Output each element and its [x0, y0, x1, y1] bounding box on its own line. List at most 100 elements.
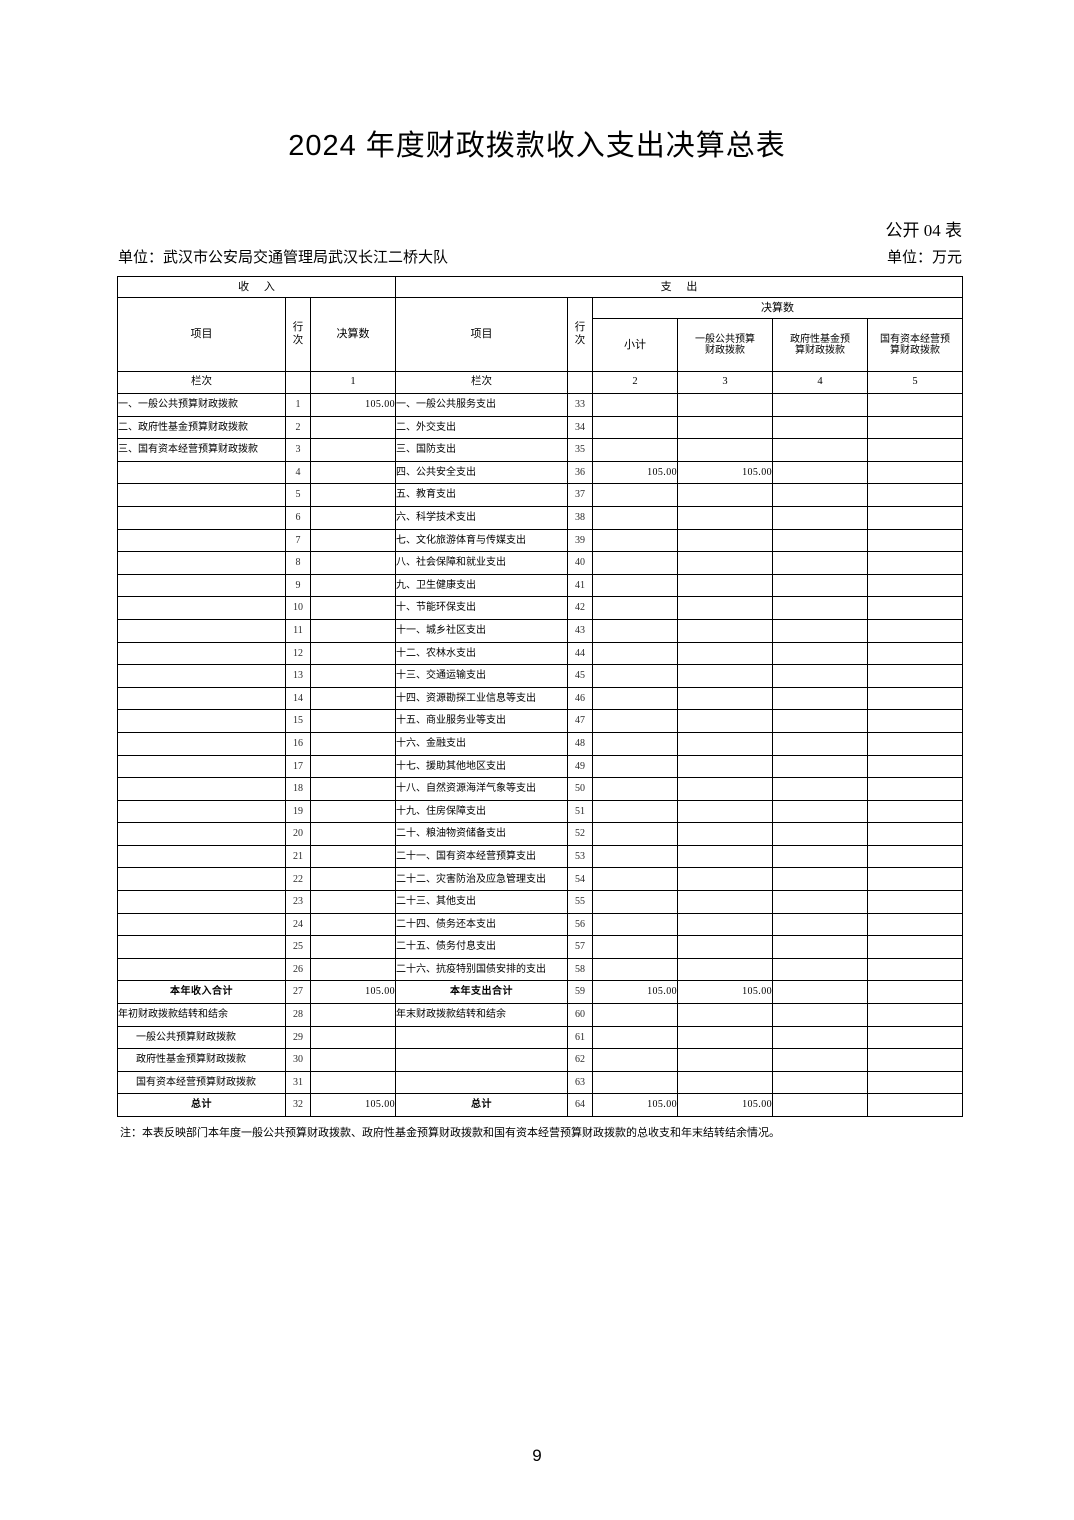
row-exp-state-capital: [867, 686, 964, 711]
table-row: 16 十六、金融支出 48: [117, 731, 964, 756]
row-income-item: [117, 822, 286, 846]
row-exp-number: 62: [567, 1048, 594, 1072]
row-exp-item: 十五、商业服务业等支出: [395, 709, 569, 733]
row-income-item: [117, 460, 286, 485]
header-exp-general-public: 一般公共预算 财政拨款: [677, 318, 774, 372]
row-income-amount: [309, 415, 397, 440]
row-income-amount: 105.00: [309, 393, 397, 417]
row-exp-general-public: [677, 438, 774, 462]
row-income-number: 20: [285, 822, 311, 846]
row-exp-number: 33: [567, 393, 594, 417]
row-exp-gov-fund: [772, 731, 869, 756]
row-exp-state-capital: [867, 799, 964, 824]
row-exp-number: 49: [567, 754, 594, 779]
section-band-row: 收 入 支 出: [116, 276, 964, 298]
row-exp-general-public: [677, 664, 774, 688]
row-exp-subtotal: [592, 867, 679, 892]
row-exp-item: 六、科学技术支出: [395, 505, 569, 530]
row-exp-subtotal: [592, 1025, 679, 1050]
row-exp-state-capital: [867, 912, 964, 937]
row-exp-number: 46: [567, 686, 594, 711]
column-index-exp-subtotal: 2: [592, 371, 679, 394]
row-exp-number: 59: [567, 980, 594, 1005]
table-row: 20 二十、粮油物资储备支出 52: [117, 822, 964, 846]
row-income-number: 16: [285, 731, 311, 756]
row-exp-item: 十三、交通运输支出: [395, 664, 569, 688]
row-exp-subtotal: 105.00: [592, 1093, 679, 1117]
row-income-number: 21: [285, 844, 311, 869]
row-exp-subtotal: [592, 822, 679, 846]
row-exp-gov-fund: [772, 1070, 869, 1095]
table-row: 18 十八、自然资源海洋气象等支出 50: [117, 777, 964, 801]
row-income-item: [117, 641, 286, 666]
row-exp-number: 48: [567, 731, 594, 756]
row-income-number: 26: [285, 957, 311, 982]
row-income-amount: [309, 935, 397, 959]
row-exp-gov-fund: [772, 641, 869, 666]
row-exp-general-public: [677, 731, 774, 756]
row-exp-state-capital: [867, 460, 964, 485]
row-exp-number: 64: [567, 1093, 594, 1117]
row-exp-number: 38: [567, 505, 594, 530]
column-index-label-left: 栏次: [117, 371, 286, 394]
row-income-number: 22: [285, 867, 311, 892]
row-exp-gov-fund: [772, 777, 869, 801]
header-exp-state-capital-line-2: 算财政拨款: [890, 345, 941, 356]
row-exp-item: 十一、城乡社区支出: [395, 618, 569, 643]
row-exp-general-public: [677, 844, 774, 869]
row-income-item: [117, 777, 286, 801]
row-exp-state-capital: [867, 1003, 964, 1027]
row-exp-number: 54: [567, 867, 594, 892]
row-exp-item: 本年支出合计: [395, 980, 569, 1005]
row-income-item: [117, 596, 286, 620]
row-income-amount: 105.00: [309, 980, 397, 1005]
header-income-item: 项目: [117, 297, 286, 372]
row-income-amount: [309, 551, 397, 575]
row-income-item: [117, 799, 286, 824]
row-exp-subtotal: [592, 777, 679, 801]
row-exp-general-public: [677, 483, 774, 507]
row-exp-general-public: [677, 551, 774, 575]
table-row: 年初财政拨款结转和结余 28 年末财政拨款结转和结余 60: [117, 1003, 964, 1027]
row-exp-number: 60: [567, 1003, 594, 1027]
row-income-number: 24: [285, 912, 311, 937]
table-row: 14 十四、资源勘探工业信息等支出 46: [117, 686, 964, 711]
row-exp-subtotal: [592, 618, 679, 643]
row-exp-gov-fund: [772, 528, 869, 553]
row-exp-subtotal: [592, 393, 679, 417]
row-income-number: 11: [285, 618, 311, 643]
row-exp-state-capital: [867, 709, 964, 733]
column-index-income-rowno: [285, 371, 311, 394]
header-exp-general-public-line-1: 一般公共预算: [695, 333, 756, 345]
row-exp-gov-fund: [772, 618, 869, 643]
row-income-amount: [309, 573, 397, 598]
column-index-exp-state-capital: 5: [867, 371, 964, 394]
row-income-amount: [309, 686, 397, 711]
row-exp-general-public: [677, 1025, 774, 1050]
row-income-amount: [309, 505, 397, 530]
row-exp-subtotal: [592, 641, 679, 666]
table-row: 一般公共预算财政拨款 29 61: [117, 1025, 964, 1050]
row-exp-gov-fund: [772, 551, 869, 575]
row-exp-gov-fund: [772, 664, 869, 688]
column-index-exp-rowno: [567, 371, 594, 394]
row-exp-subtotal: [592, 415, 679, 440]
row-exp-number: 51: [567, 799, 594, 824]
row-exp-subtotal: [592, 709, 679, 733]
table-row: 5 五、教育支出 37: [117, 483, 964, 507]
row-income-number: 8: [285, 551, 311, 575]
row-exp-gov-fund: [772, 799, 869, 824]
header-exp-rowno: 行 次: [567, 297, 594, 372]
row-income-amount: 105.00: [309, 1093, 397, 1117]
row-exp-general-public: [677, 822, 774, 846]
row-exp-item: 十六、金融支出: [395, 731, 569, 756]
table-row: 二、政府性基金预算财政拨款 2 二、外交支出 34: [117, 415, 964, 440]
row-exp-gov-fund: [772, 1093, 869, 1117]
table-row: 9 九、卫生健康支出 41: [117, 573, 964, 598]
row-exp-subtotal: [592, 935, 679, 959]
row-income-item: 本年收入合计: [117, 980, 286, 1005]
row-income-item: [117, 664, 286, 688]
table-row: 17 十七、援助其他地区支出 49: [117, 754, 964, 779]
row-exp-gov-fund: [772, 573, 869, 598]
row-income-number: 9: [285, 573, 311, 598]
